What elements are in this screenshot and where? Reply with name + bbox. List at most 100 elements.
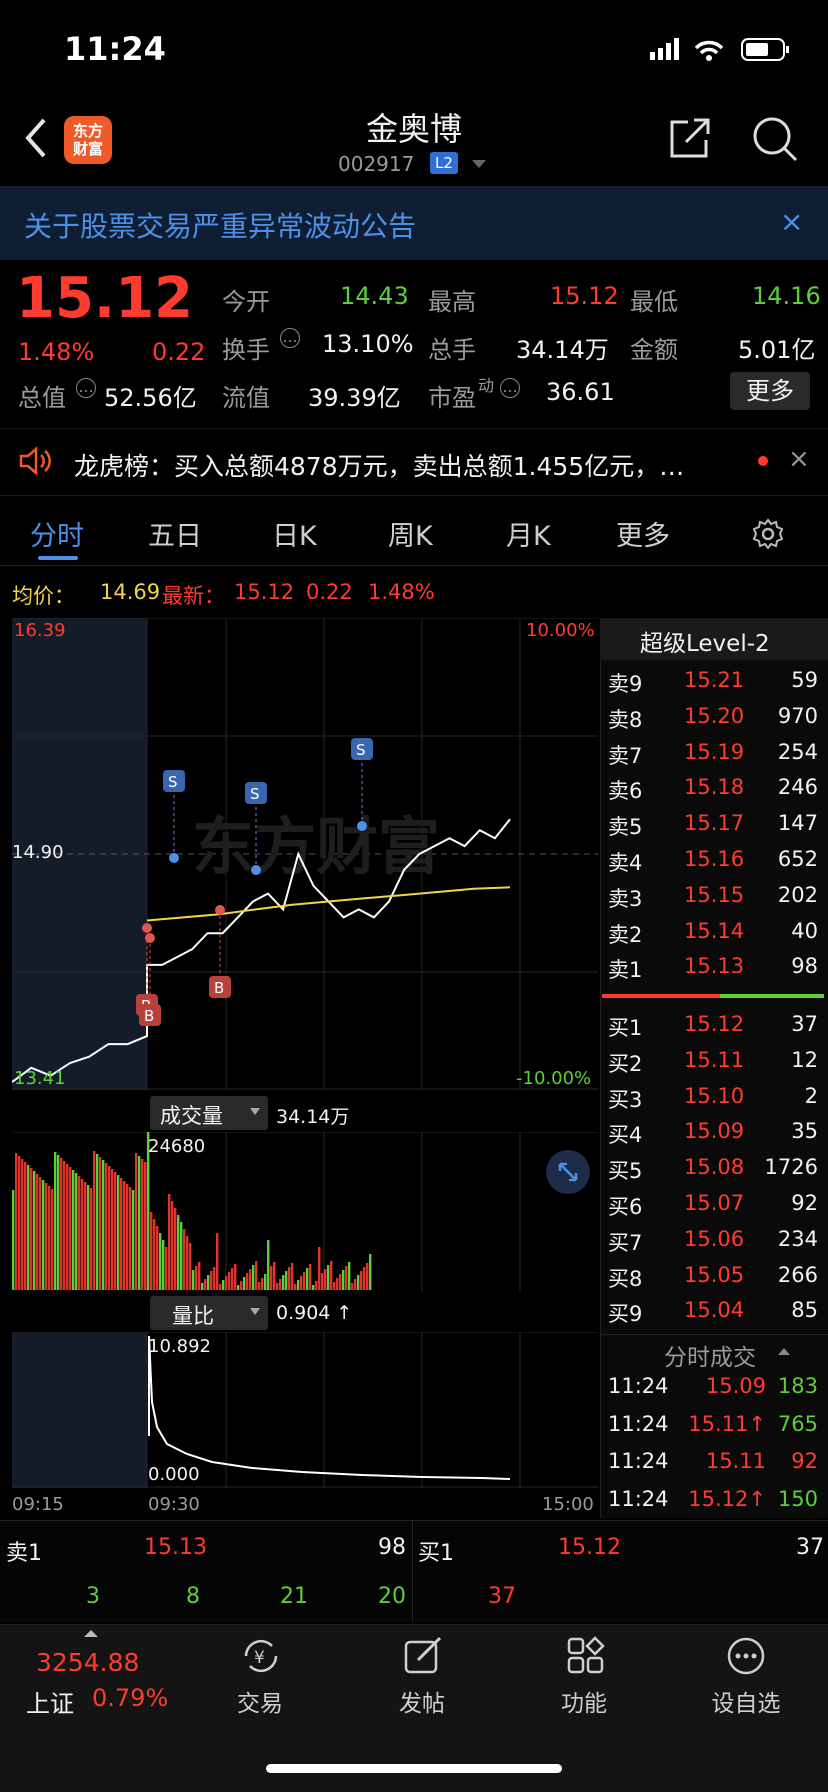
y-top-label: 16.39 <box>14 620 66 641</box>
volume-chart[interactable] <box>12 1132 598 1292</box>
sell-marker[interactable] <box>163 770 185 792</box>
volume-bar <box>123 1181 126 1290</box>
volume-bar <box>117 1175 120 1290</box>
tab-monthly-k[interactable]: 月K <box>506 521 551 552</box>
bid-label: 买8 <box>608 1266 643 1291</box>
volume-bar <box>168 1194 171 1290</box>
pct-top-label: 10.00% <box>526 620 595 641</box>
bid-vol: 85 <box>791 1298 818 1323</box>
volume-bar <box>141 1159 144 1290</box>
volume-bar <box>249 1269 252 1290</box>
open-label: 今开 <box>222 288 270 316</box>
volume-bar <box>255 1261 258 1290</box>
time-label: 09:30 <box>148 1494 200 1515</box>
tab-weekly-k[interactable]: 周K <box>388 521 433 552</box>
volume-bar <box>54 1152 57 1290</box>
volume-label[interactable]: 成交量 <box>160 1104 223 1128</box>
buy-marker[interactable] <box>139 1004 161 1026</box>
dragon-text[interactable]: 龙虎榜：买入总额4878万元，卖出总额1.455亿元，… <box>74 452 685 481</box>
index-pct[interactable]: 0.79% <box>92 1684 169 1712</box>
nav-function[interactable]: 功能 <box>561 1691 607 1717</box>
ticks-title[interactable]: 分时成交 <box>664 1345 756 1371</box>
bid-price: 15.04 <box>684 1298 745 1323</box>
expand-button[interactable] <box>546 1150 590 1194</box>
tab-five-day[interactable]: 五日 <box>148 521 202 552</box>
search-icon[interactable] <box>752 116 798 162</box>
trade-icon[interactable]: ¥ <box>238 1636 284 1676</box>
expand-icon[interactable] <box>546 1150 590 1194</box>
volume-bar <box>177 1215 180 1290</box>
open-value: 14.43 <box>340 282 409 310</box>
info-icon[interactable]: … <box>280 328 300 348</box>
ratio-dropdown-icon[interactable] <box>250 1308 260 1316</box>
ratio-selector[interactable] <box>150 1296 268 1330</box>
sell-marker[interactable] <box>245 782 267 804</box>
bid-label: 买6 <box>608 1195 643 1219</box>
volume-bar <box>150 1212 153 1290</box>
chevron-up-icon[interactable] <box>84 1630 98 1638</box>
notice-close-button[interactable]: × <box>780 205 804 238</box>
nav-watchlist[interactable]: 设自选 <box>711 1691 781 1717</box>
bid-label: 买3 <box>608 1087 643 1112</box>
code-dropdown-icon[interactable] <box>472 160 486 170</box>
volume-bar <box>294 1284 297 1290</box>
volume-dropdown-icon[interactable] <box>250 1108 260 1116</box>
volume-bar <box>198 1262 201 1290</box>
ask-price: 15.19 <box>684 739 745 764</box>
volume-bar <box>33 1171 36 1290</box>
notice-banner[interactable] <box>0 186 828 260</box>
index-value[interactable]: 3254.88 <box>36 1648 140 1677</box>
float-label: 流值 <box>222 384 270 412</box>
ratio-chart[interactable] <box>12 1332 598 1488</box>
bid-price: 15.06 <box>684 1226 745 1251</box>
bid-price: 15.12 <box>684 1012 745 1036</box>
bottom-quote <box>0 1520 828 1622</box>
bq-buy-price: 15.12 <box>558 1535 621 1560</box>
volume-bar <box>21 1159 24 1290</box>
function-icon[interactable] <box>566 1636 606 1676</box>
volume-bar <box>309 1264 312 1290</box>
more-icon[interactable] <box>726 1636 766 1676</box>
more-button[interactable]: 更多 <box>730 372 810 410</box>
volume-bar <box>300 1276 303 1290</box>
share-icon[interactable] <box>668 116 712 160</box>
dragon-close-icon[interactable]: × <box>788 444 810 474</box>
volume-selector[interactable] <box>150 1096 268 1130</box>
tick-vol: 150 <box>777 1486 818 1511</box>
high-value: 15.12 <box>550 282 619 310</box>
tab-intraday[interactable]: 分时 <box>30 521 84 552</box>
info-icon[interactable]: … <box>500 378 520 398</box>
status-icons <box>650 38 789 61</box>
volume-bar <box>225 1276 228 1290</box>
nav-post[interactable]: 发帖 <box>399 1691 445 1717</box>
index-name[interactable]: 上证 <box>26 1690 74 1718</box>
bq-buy-label: 买1 <box>418 1541 454 1566</box>
tab-more[interactable]: 更多 <box>616 521 670 552</box>
level-badge: L2 <box>430 152 458 174</box>
post-icon[interactable] <box>402 1636 444 1676</box>
volume-bar <box>153 1219 156 1290</box>
sell-marker[interactable] <box>351 738 373 760</box>
notice-text[interactable]: 关于股票交易严重异常波动公告 <box>24 210 417 243</box>
volume-bar <box>15 1153 18 1290</box>
bid-label: 买1 <box>608 1016 643 1040</box>
gear-icon[interactable] <box>752 518 784 550</box>
chevron-up-icon[interactable] <box>778 1348 790 1356</box>
dragon-tiger-bar[interactable] <box>0 428 828 496</box>
bq-small-vol: 8 <box>186 1584 200 1609</box>
nav-trade[interactable]: 交易 <box>237 1691 283 1717</box>
volume-bar <box>72 1170 75 1290</box>
volume-bar <box>237 1285 240 1290</box>
tab-daily-k[interactable]: 日K <box>272 521 317 552</box>
volume-max: 24680 <box>148 1136 206 1157</box>
price-chart[interactable]: 东方财富 SSSBBB <box>12 618 598 1090</box>
bid-price: 15.08 <box>684 1155 745 1180</box>
volume-bar <box>165 1247 168 1290</box>
volume-bar <box>318 1247 321 1290</box>
volume-bar <box>204 1279 207 1290</box>
info-icon[interactable]: … <box>76 378 96 398</box>
buy-marker[interactable] <box>209 976 231 998</box>
back-button[interactable] <box>24 118 48 165</box>
volume-bar <box>189 1243 192 1290</box>
ratio-label[interactable]: 量比 <box>172 1304 214 1328</box>
